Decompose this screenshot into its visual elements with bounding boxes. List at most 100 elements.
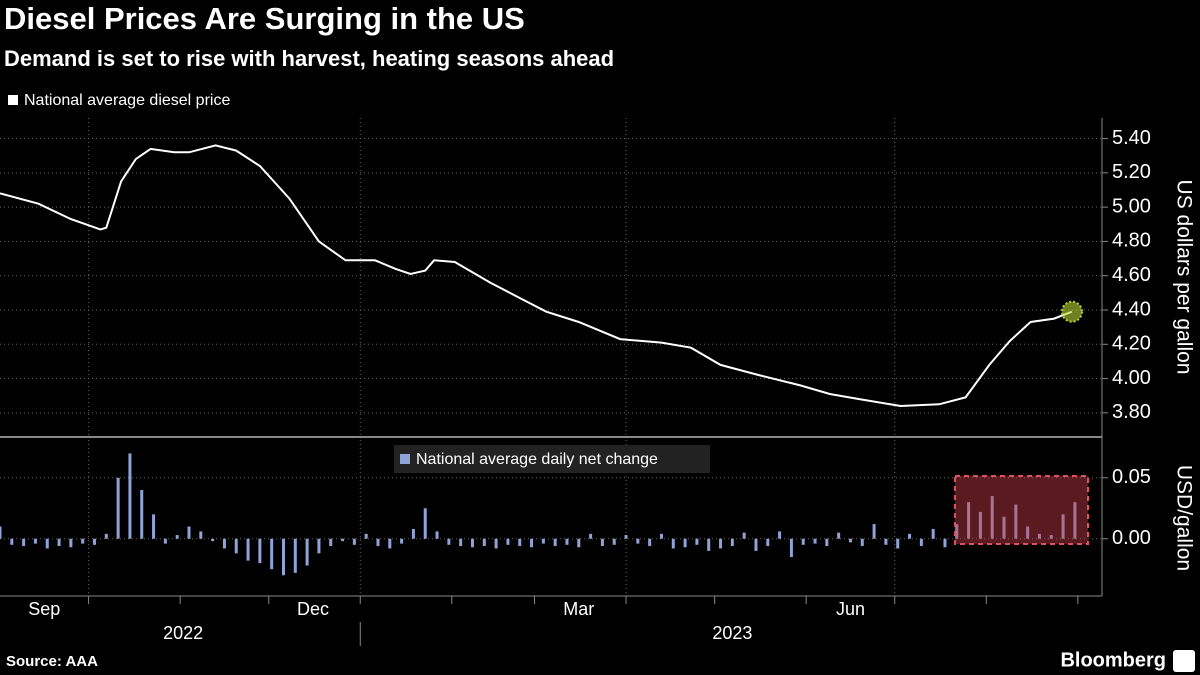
bar: [837, 532, 841, 539]
bar: [352, 538, 356, 545]
bar: [990, 496, 994, 539]
bar: [246, 538, 250, 561]
y-tick-label: 5.00: [1112, 195, 1151, 217]
bar: [258, 538, 262, 564]
bar: [376, 538, 380, 547]
x-tick-label: Dec: [297, 599, 329, 619]
bar: [577, 538, 581, 548]
bar: [470, 538, 474, 548]
bar: [187, 526, 191, 539]
bar: [931, 528, 935, 539]
subtitle: Demand is set to rise with harvest, heat…: [4, 46, 614, 71]
bar: [270, 538, 274, 570]
price-line: [0, 144, 1073, 408]
y-tick-label: 4.60: [1112, 264, 1151, 286]
bar: [1061, 514, 1065, 539]
bar: [222, 538, 226, 549]
y-tick-label: 4.40: [1112, 298, 1151, 320]
legend-swatch: [400, 454, 410, 464]
bar: [175, 535, 179, 539]
legend-label: National average diesel price: [24, 92, 230, 109]
bar: [530, 538, 534, 548]
bar: [707, 538, 711, 551]
bar: [22, 538, 26, 547]
bar: [695, 538, 699, 545]
bar: [388, 538, 392, 549]
source: Source: AAA: [6, 653, 98, 670]
bar: [825, 538, 829, 547]
bar: [45, 538, 49, 549]
bar: [92, 538, 96, 545]
bar: [908, 533, 912, 539]
bar: [518, 538, 522, 547]
y-tick-label: 5.40: [1112, 127, 1151, 149]
y-tick-label: 3.80: [1112, 401, 1151, 423]
y-tick-label: 4.80: [1112, 230, 1151, 252]
bar: [423, 508, 427, 539]
bar: [612, 538, 616, 545]
bar: [1026, 526, 1030, 539]
bar: [293, 538, 297, 573]
bar: [848, 538, 852, 543]
bar: [364, 533, 368, 539]
y-tick-label: 5.20: [1112, 161, 1151, 183]
bar: [435, 531, 439, 539]
bar: [1014, 504, 1018, 539]
bar: [955, 524, 959, 539]
legend-label: National average daily net change: [416, 451, 658, 468]
bar: [1002, 516, 1006, 539]
bar: [459, 538, 463, 547]
y-axis-label: US dollars per gallon: [1172, 180, 1195, 375]
bar: [742, 532, 746, 539]
y-tick-label: 0.00: [1112, 527, 1151, 549]
bar: [152, 514, 156, 539]
bar: [624, 535, 628, 539]
bar: [553, 538, 557, 547]
bar: [683, 538, 687, 548]
bar: [1037, 533, 1041, 539]
bar: [541, 538, 545, 544]
x-tick-label: Sep: [28, 599, 60, 619]
bar: [116, 477, 120, 539]
bar: [199, 531, 203, 539]
bar: [140, 489, 144, 539]
bar: [659, 533, 663, 539]
y-tick-label: 4.20: [1112, 333, 1151, 355]
x-tick-label: Mar: [563, 599, 594, 619]
year-label: 2022: [163, 623, 203, 643]
x-tick-label: Jun: [836, 599, 865, 619]
title: Diesel Prices Are Surging in the US: [4, 1, 525, 36]
bar: [341, 538, 345, 542]
bar: [494, 538, 498, 549]
bar: [211, 538, 215, 542]
end-marker: [1060, 300, 1083, 323]
bar: [919, 538, 923, 547]
bar: [860, 538, 864, 547]
bar: [234, 538, 238, 554]
bar: [671, 538, 675, 549]
bar: [943, 538, 947, 548]
bar: [482, 538, 486, 547]
bar: [506, 538, 510, 545]
bar: [305, 538, 309, 566]
bar: [317, 538, 321, 554]
bar: [128, 453, 132, 539]
bar: [565, 538, 569, 545]
y-tick-label: 4.00: [1112, 367, 1151, 389]
bar: [801, 538, 805, 545]
y-tick-label: 0.05: [1112, 466, 1151, 488]
highlight-box: [954, 475, 1089, 545]
brand-logo: [1173, 650, 1195, 672]
bar: [329, 538, 333, 547]
bar: [1073, 502, 1077, 539]
bar: [719, 538, 723, 549]
bar: [10, 538, 14, 545]
bar: [400, 538, 404, 544]
bar: [789, 538, 793, 557]
bar: [978, 511, 982, 539]
bar: [81, 538, 85, 544]
year-label: 2023: [712, 623, 752, 643]
bar: [896, 538, 900, 549]
bar: [730, 538, 734, 547]
bar: [57, 538, 61, 547]
